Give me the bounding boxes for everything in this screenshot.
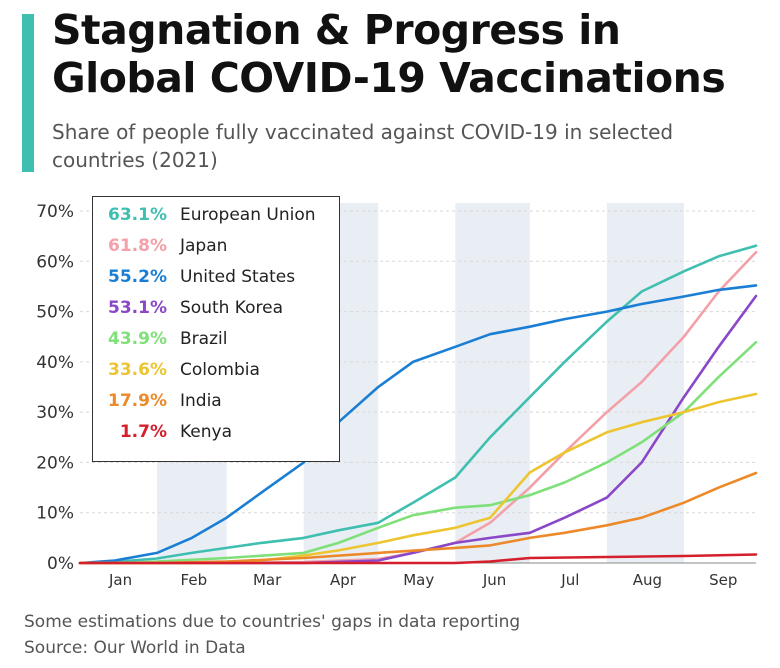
legend-item: 43.9% Brazil (93, 324, 339, 355)
x-tick-label: Apr (330, 571, 357, 589)
footnote: Some estimations due to countries' gaps … (24, 612, 521, 632)
chart-subtitle: Share of people fully vaccinated against… (52, 120, 674, 172)
legend-series-name: India (180, 391, 222, 411)
y-tick-label: 70% (36, 202, 74, 222)
title-accent-bar (22, 14, 34, 172)
legend-series-name: Colombia (180, 360, 260, 380)
y-tick-label: 30% (36, 403, 74, 423)
legend-value: 53.1% (108, 298, 167, 318)
y-tick-label: 60% (36, 252, 74, 272)
legend-item: 17.9% India (93, 386, 339, 417)
x-tick-label: Jun (482, 571, 506, 589)
legend-value: 55.2% (108, 267, 167, 287)
y-tick-label: 50% (36, 303, 74, 323)
series-line-india (78, 471, 758, 565)
legend-item: 61.8% Japan (93, 231, 339, 262)
legend-item: 63.1% European Union (93, 200, 339, 231)
source-note: Source: Our World in Data (24, 638, 246, 658)
legend-value: 1.7% (119, 422, 167, 442)
line-chart: 0% 10% 20% 30% 40% 50% 60% 70% Jan Feb Mar Apr May Ju… (36, 202, 758, 589)
y-tick-label: 40% (36, 353, 74, 373)
chart-title: Stagnation & Progress in Global COVID-19… (52, 6, 726, 102)
y-tick-label: 0% (47, 554, 74, 574)
legend-series-name: Brazil (180, 329, 228, 349)
legend-series-name: Japan (180, 236, 228, 256)
legend-series-name: South Korea (180, 298, 284, 318)
y-tick-label: 10% (36, 504, 74, 524)
x-tick-label: Jan (108, 571, 132, 589)
chart-legend: 63.1% European Union 61.8% Japan 55.2% United… (92, 196, 340, 462)
x-tick-label: Sep (709, 571, 737, 589)
series-line-brazil (78, 340, 758, 565)
series-line-south-korea (78, 294, 758, 565)
legend-value: 61.8% (108, 236, 167, 256)
x-tick-label: Feb (181, 571, 208, 589)
legend-item: 33.6% Colombia (93, 355, 339, 386)
legend-series-name: European Union (180, 205, 316, 225)
x-tick-label: Jul (560, 571, 579, 589)
series-line-european-union (78, 244, 758, 565)
x-tick-label: Mar (253, 571, 282, 589)
series-line-united-states (78, 284, 758, 565)
x-tick-label: Aug (633, 571, 662, 589)
legend-item: 53.1% South Korea (93, 293, 339, 324)
legend-value: 17.9% (108, 391, 167, 411)
shaded-month-band (606, 203, 684, 563)
legend-series-name: United States (180, 267, 296, 287)
legend-value: 43.9% (108, 329, 167, 349)
legend-item: 1.7% Kenya (93, 417, 339, 448)
legend-value: 33.6% (108, 360, 167, 380)
x-tick-label: May (403, 571, 434, 589)
shaded-month-band (455, 203, 530, 563)
legend-value: 63.1% (108, 205, 167, 225)
legend-item: 55.2% United States (93, 262, 339, 293)
y-tick-label: 20% (36, 453, 74, 473)
legend-series-name: Kenya (180, 422, 233, 442)
series-line-kenya (78, 553, 758, 565)
